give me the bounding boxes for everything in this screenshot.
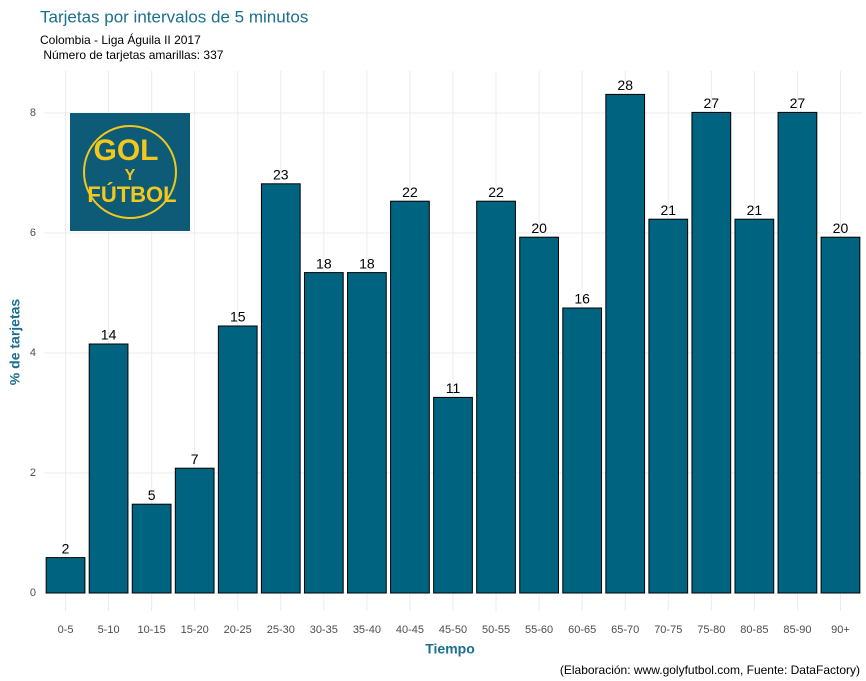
x-tick-label: 50-55	[482, 624, 510, 636]
x-tick-label: 85-90	[783, 624, 811, 636]
y-tick-label: 2	[30, 467, 36, 479]
x-tick-label: 30-35	[310, 624, 338, 636]
caption: (Elaboración: www.golyfutbol.com, Fuente…	[560, 663, 860, 677]
logo: GOL Y FÚTBOL	[70, 113, 190, 231]
logo-text: GOL	[94, 134, 159, 167]
data-label: 20	[531, 220, 547, 236]
data-label: 21	[660, 202, 676, 218]
bar	[433, 396, 473, 594]
data-label: 15	[230, 309, 246, 325]
data-label: 27	[790, 95, 806, 111]
bar	[476, 200, 516, 594]
x-tick-label: 20-25	[224, 624, 252, 636]
data-label: 7	[191, 451, 199, 467]
bar	[820, 236, 861, 594]
x-tick-label: 10-15	[138, 624, 166, 636]
y-tick-label: 6	[30, 227, 36, 239]
bar	[691, 111, 732, 594]
x-tick-label: 70-75	[654, 624, 682, 636]
data-label: 27	[704, 95, 720, 111]
x-tick-label: 35-40	[353, 624, 381, 636]
data-label: 14	[101, 327, 117, 343]
data-label: 23	[273, 167, 289, 183]
data-label: 2	[62, 540, 70, 556]
bar	[648, 218, 689, 594]
x-tick-label: 0-5	[58, 624, 74, 636]
x-tick-label: 80-85	[740, 624, 768, 636]
chart-title: Tarjetas por intervalos de 5 minutos	[40, 7, 308, 26]
bar	[605, 93, 646, 594]
y-tick-label: 4	[30, 347, 36, 359]
x-tick-label: 15-20	[181, 624, 209, 636]
x-tick-label: 75-80	[697, 624, 725, 636]
logo-ball	[83, 125, 177, 219]
x-tick-label: 55-60	[525, 624, 553, 636]
bar	[303, 272, 344, 594]
x-tick-label: 25-30	[267, 624, 295, 636]
x-tick-label: 5-10	[98, 624, 120, 636]
x-tick-label: 45-50	[439, 624, 467, 636]
bar	[777, 111, 818, 594]
bar	[217, 325, 258, 594]
data-label: 22	[402, 184, 418, 200]
logo-text: FÚTBOL	[87, 182, 176, 207]
bar	[174, 467, 215, 594]
data-label: 21	[747, 202, 763, 218]
bar	[131, 503, 172, 594]
x-tick-label: 40-45	[396, 624, 424, 636]
data-label: 5	[148, 487, 156, 503]
x-tick-label: 65-70	[611, 624, 639, 636]
bar	[562, 307, 603, 594]
y-tick-label: 8	[30, 107, 36, 119]
data-label: 20	[833, 220, 849, 236]
x-tick-label: 60-65	[568, 624, 596, 636]
bar	[734, 218, 775, 594]
x-tick-label: 90+	[831, 624, 850, 636]
y-axis-label: % de tarjetas	[7, 299, 23, 386]
chart-subtitle: Colombia - Liga Águila II 2017	[40, 32, 201, 47]
logo-background	[70, 113, 190, 231]
data-label: 18	[316, 255, 332, 271]
logo-text: Y	[125, 167, 136, 184]
bar	[260, 183, 301, 594]
data-label: 11	[446, 380, 461, 396]
data-label: 28	[617, 77, 633, 93]
chart-subtitle: Número de tarjetas amarillas: 337	[40, 48, 224, 62]
data-label: 18	[359, 255, 375, 271]
data-label: 16	[574, 291, 590, 307]
bar	[347, 272, 387, 594]
y-tick-label: 0	[30, 587, 36, 599]
x-axis-label: Tiempo	[425, 641, 475, 657]
data-label: 22	[488, 184, 504, 200]
bar	[88, 343, 129, 594]
bar	[45, 557, 86, 594]
bar	[519, 236, 559, 594]
bar	[390, 200, 430, 594]
bars	[45, 93, 861, 594]
